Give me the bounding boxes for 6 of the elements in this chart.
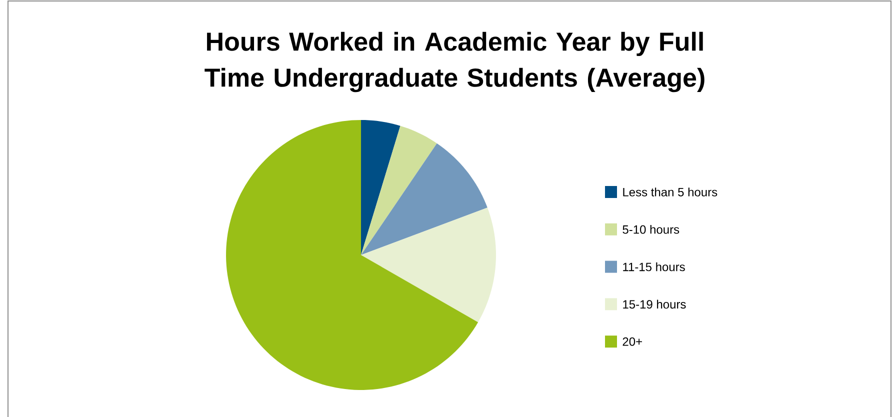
legend-label: 15-19 hours xyxy=(623,300,686,309)
legend-label: 5-10 hours xyxy=(622,224,680,234)
chart-title: Hours Worked in Academic Year by Full Time Undergraduate Students (Average) xyxy=(204,32,704,92)
legend-label: Less than 5 hours xyxy=(623,188,718,196)
legend-label: 11-15 hours xyxy=(623,262,685,272)
legend-label: 20+ xyxy=(622,337,642,346)
